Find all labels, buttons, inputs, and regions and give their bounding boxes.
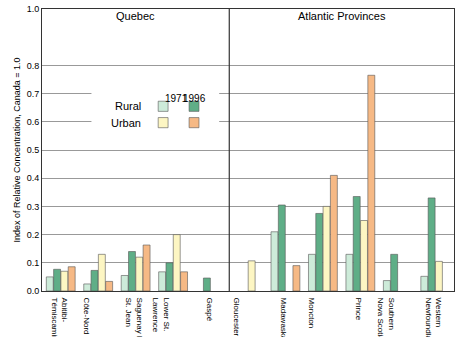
svg-text:1.0: 1.0 [27,4,40,14]
svg-text:Atlantic Provinces: Atlantic Provinces [298,10,386,22]
svg-text:1996: 1996 [183,93,206,104]
svg-text:SouthernNova Scotia: SouthernNova Scotia [376,298,395,337]
svg-text:1971: 1971 [165,93,188,104]
svg-text:Madawaska: Madawaska [279,298,288,337]
svg-text:0.7: 0.7 [27,89,40,99]
svg-text:Urban: Urban [111,117,141,129]
svg-text:Quebec: Quebec [116,10,155,22]
svg-text:0.0: 0.0 [27,286,40,296]
svg-text:0.4: 0.4 [27,173,40,183]
svg-text:Rural: Rural [115,100,141,112]
svg-text:0.3: 0.3 [27,202,40,212]
svg-text:Gloucester: Gloucester [232,298,241,337]
svg-text:Abitibi-Témiscamingue: Abitibi-Témiscamingue [50,298,69,337]
svg-text:Index of Relative Concentratio: Index of Relative Concentration, Canada … [12,58,22,243]
svg-text:0.2: 0.2 [27,230,40,240]
svg-text:Saguenay LacSt. Jean: Saguenay LacSt. Jean [124,298,143,337]
svg-text:Moncton: Moncton [307,298,316,329]
svg-text:Prince: Prince [354,298,363,321]
svg-text:Côte-Nord: Côte-Nord [82,298,91,335]
svg-text:0.1: 0.1 [27,258,40,268]
svg-text:0.6: 0.6 [27,117,40,127]
svg-text:0.8: 0.8 [27,61,40,71]
svg-text:Lower St.Lawrence: Lower St.Lawrence [151,298,170,333]
svg-text:WesternNewfoundland: WesternNewfoundland [424,298,443,337]
svg-text:0.5: 0.5 [27,145,40,155]
svg-text:Gaspé: Gaspé [205,298,214,322]
